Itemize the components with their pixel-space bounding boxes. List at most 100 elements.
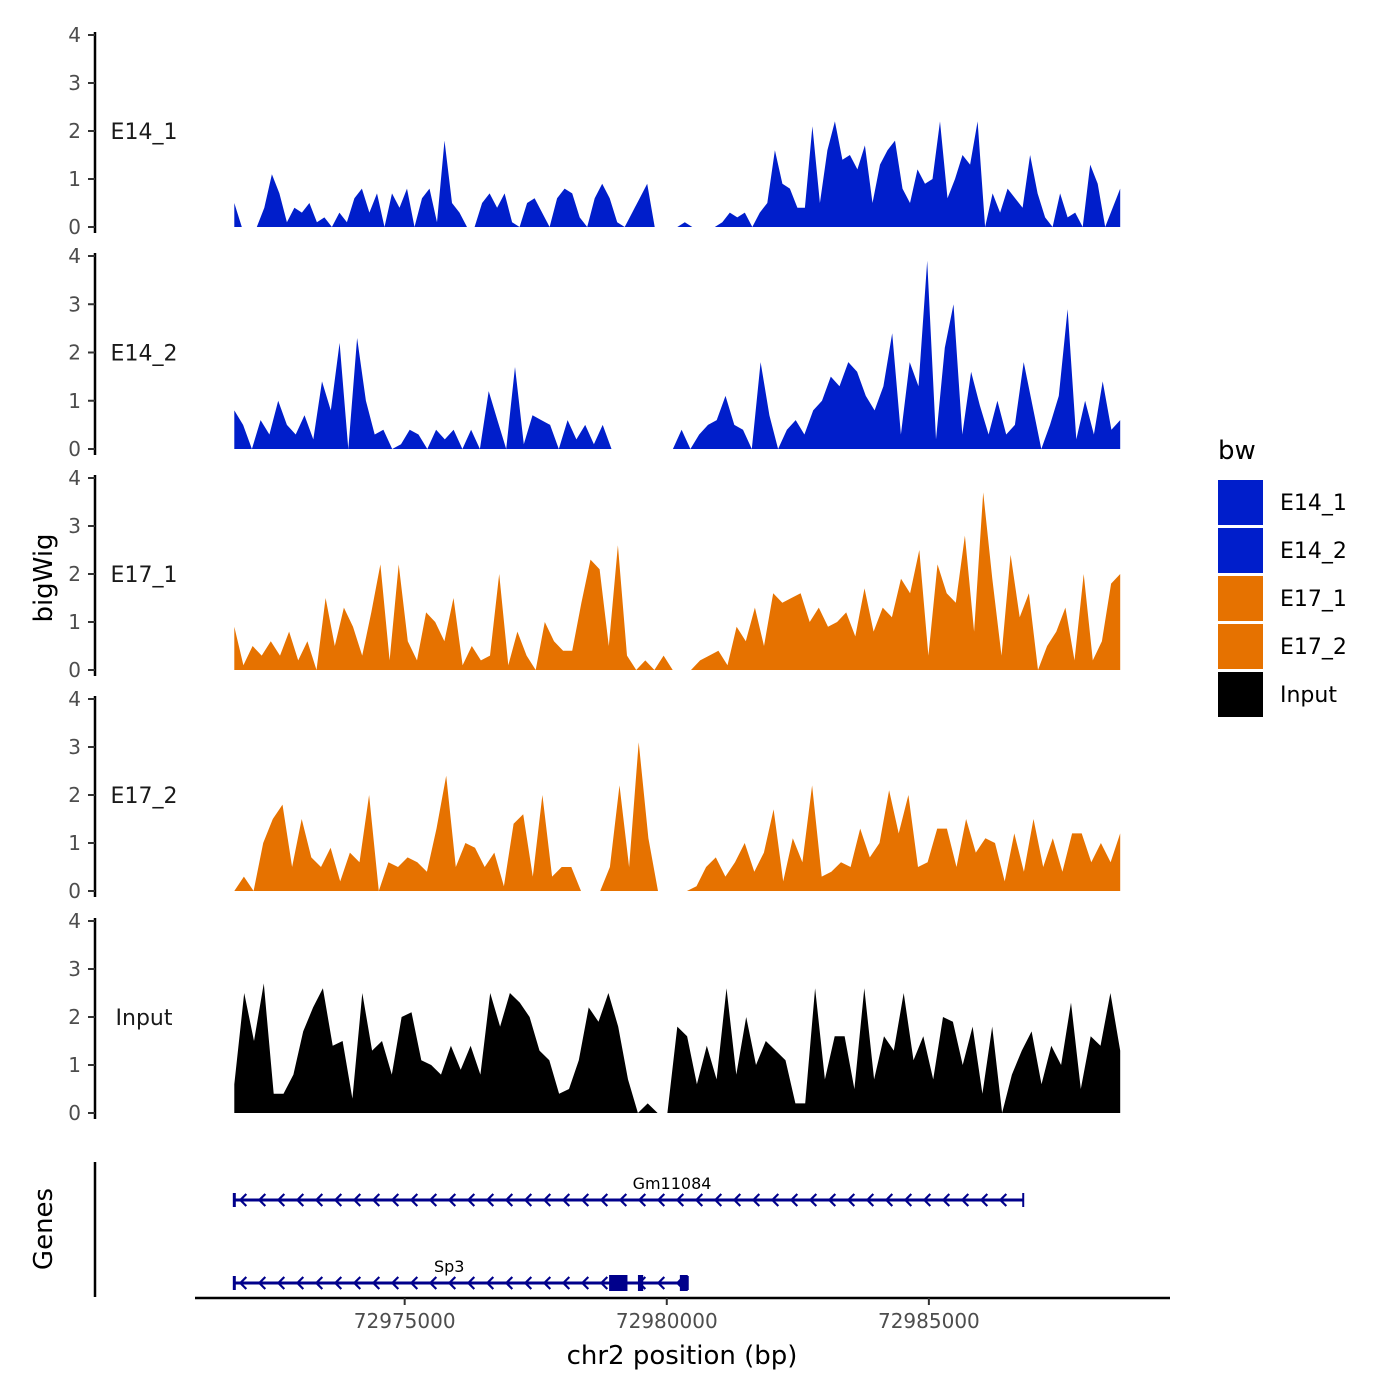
gene-label: Sp3 — [434, 1257, 465, 1276]
y-tick-label: 1 — [68, 389, 81, 413]
strand-chevron — [352, 1193, 362, 1207]
strand-chevron — [257, 1276, 267, 1290]
y-tick-label: 1 — [68, 167, 81, 191]
tracks-area: 0 1 2 3 4 E14_1 0 1 2 3 4 E14_2 0 1 2 3 4 E17_1 0 1 2 3 4 E17_2… — [68, 23, 1121, 1125]
strand-chevron — [751, 1193, 761, 1207]
y-tick-label: 3 — [68, 735, 81, 759]
strand-chevron — [295, 1193, 305, 1207]
strand-chevron — [827, 1193, 837, 1207]
strand-chevron — [865, 1193, 875, 1207]
strand-chevron — [390, 1276, 400, 1290]
track-label: E14_2 — [111, 342, 178, 367]
strand-chevron — [846, 1193, 856, 1207]
legend-label: E17_2 — [1280, 635, 1347, 660]
legend-item-E14_2: E14_2 — [1218, 528, 1347, 573]
legend-label: Input — [1280, 683, 1337, 708]
legend-swatch — [1218, 576, 1263, 621]
y-tick-label: 3 — [68, 514, 81, 538]
legend-swatch — [1218, 672, 1263, 717]
strand-chevron — [238, 1276, 248, 1290]
strand-chevron — [998, 1193, 1008, 1207]
strand-chevron — [238, 1193, 248, 1207]
strand-chevron — [371, 1276, 381, 1290]
legend-item-Input: Input — [1218, 672, 1337, 717]
strand-chevron — [504, 1276, 514, 1290]
track-E14_2: 0 1 2 3 4 E14_2 — [68, 244, 1121, 461]
legend-item-E17_1: E17_1 — [1218, 576, 1347, 621]
legend-item-E17_2: E17_2 — [1218, 624, 1347, 669]
y-tick-label: 1 — [68, 610, 81, 634]
strand-chevron — [580, 1276, 590, 1290]
track-label: E17_1 — [111, 563, 178, 588]
strand-chevron — [960, 1193, 970, 1207]
strand-chevron — [694, 1193, 704, 1207]
strand-chevron — [428, 1193, 438, 1207]
y-tick-label: 4 — [68, 244, 81, 268]
coverage-area-E14_2 — [234, 260, 1121, 449]
legend-swatch — [1218, 624, 1263, 669]
strand-chevron — [447, 1276, 457, 1290]
gene-label: Gm11084 — [633, 1174, 712, 1193]
strand-chevron — [447, 1193, 457, 1207]
strand-chevron — [618, 1193, 628, 1207]
legend-swatch — [1218, 480, 1263, 525]
y-tick-label: 3 — [68, 957, 81, 981]
y-tick-label: 4 — [68, 909, 81, 933]
strand-chevron — [504, 1193, 514, 1207]
x-axis-title: chr2 position (bp) — [567, 1341, 798, 1371]
strand-chevron — [485, 1276, 495, 1290]
genes-axis-title: Genes — [29, 1188, 59, 1270]
exon — [679, 1275, 688, 1291]
strand-chevron — [409, 1276, 419, 1290]
coverage-area-E17_2 — [234, 742, 1121, 891]
y-tick-label: 3 — [68, 71, 81, 95]
x-axis: 72975000 72980000 72985000 — [195, 1296, 1170, 1333]
x-tick-label: 72985000 — [878, 1309, 980, 1333]
strand-chevron — [428, 1276, 438, 1290]
strand-chevron — [466, 1193, 476, 1207]
strand-chevron — [276, 1193, 286, 1207]
strand-chevron — [542, 1193, 552, 1207]
legend-title: bw — [1218, 436, 1256, 466]
strand-chevron — [713, 1193, 723, 1207]
strand-chevron — [561, 1276, 571, 1290]
strand-chevron — [903, 1193, 913, 1207]
gene-Sp3: Sp3 — [232, 1257, 689, 1291]
track-E14_1: 0 1 2 3 4 E14_1 — [68, 23, 1121, 239]
strand-chevron — [257, 1193, 267, 1207]
y-tick-label: 0 — [68, 215, 81, 239]
y-tick-label: 0 — [68, 658, 81, 682]
legend-item-E14_1: E14_1 — [1218, 480, 1347, 525]
strand-chevron — [314, 1193, 324, 1207]
y-tick-label: 2 — [68, 1005, 81, 1029]
strand-chevron — [637, 1193, 647, 1207]
y-tick-label: 4 — [68, 23, 81, 47]
y-tick-label: 2 — [68, 562, 81, 586]
y-tick-label: 0 — [68, 879, 81, 903]
strand-chevron — [656, 1193, 666, 1207]
strand-chevron — [276, 1276, 286, 1290]
strand-chevron — [333, 1276, 343, 1290]
strand-chevron — [542, 1276, 552, 1290]
y-tick-label: 0 — [68, 437, 81, 461]
legend-label: E14_1 — [1280, 491, 1347, 516]
strand-chevron — [922, 1193, 932, 1207]
track-Input: 0 1 2 3 4 Input — [68, 909, 1121, 1125]
strand-chevron — [352, 1276, 362, 1290]
strand-chevron — [333, 1193, 343, 1207]
y-tick-label: 4 — [68, 687, 81, 711]
genes-track: Gm11084 Sp3 — [93, 1162, 1025, 1297]
x-tick-label: 72980000 — [616, 1309, 718, 1333]
track-label: Input — [116, 1006, 173, 1031]
legend-label: E14_2 — [1280, 539, 1347, 564]
gene-Gm11084: Gm11084 — [232, 1174, 1025, 1207]
y-tick-label: 4 — [68, 466, 81, 490]
y-tick-label: 1 — [68, 831, 81, 855]
strand-chevron — [599, 1276, 609, 1290]
strand-chevron — [580, 1193, 590, 1207]
y-tick-label: 0 — [68, 1101, 81, 1125]
coverage-area-Input — [234, 983, 1121, 1113]
strand-chevron — [485, 1193, 495, 1207]
x-tick-label: 72975000 — [354, 1309, 456, 1333]
